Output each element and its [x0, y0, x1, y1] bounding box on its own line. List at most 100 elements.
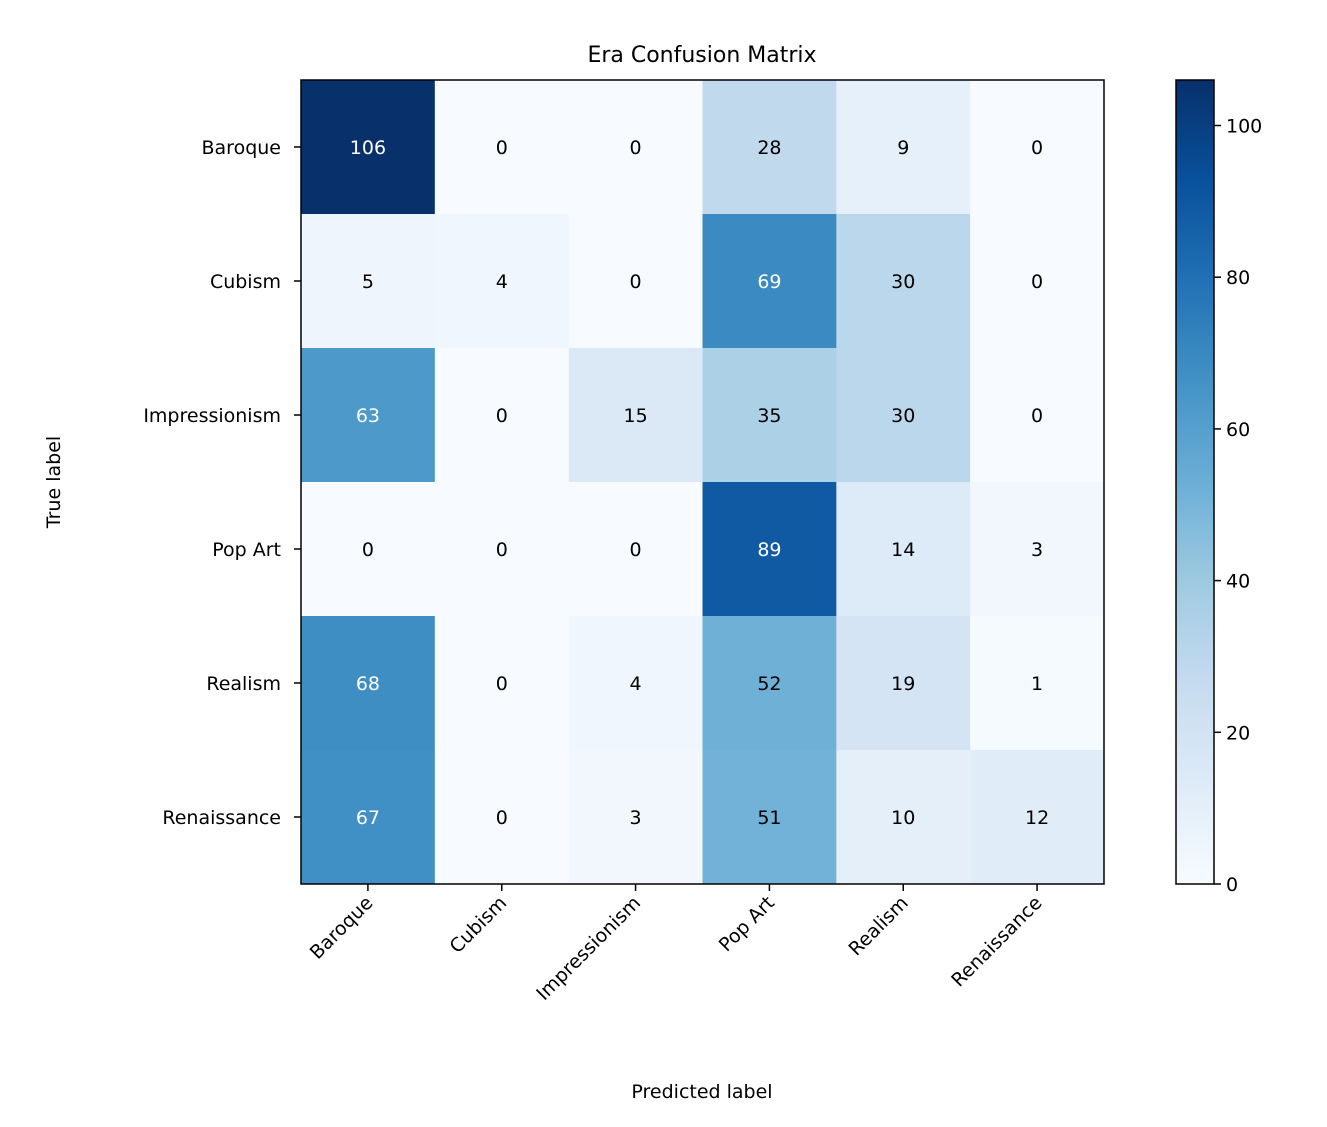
heatmap-cell	[970, 616, 1105, 751]
heatmap-cell	[434, 750, 570, 885]
heatmap-cell	[568, 616, 703, 751]
y-axis-ticks: Baroque Cubism Impressionism Pop Art Realism…	[143, 137, 301, 829]
y-tick-label: Realism	[206, 673, 281, 695]
heatmap-cell	[568, 482, 703, 617]
colorbar-tick-label: 20	[1226, 722, 1250, 744]
heatmap-cell	[568, 348, 703, 483]
x-tick-label: Renaissance	[947, 892, 1046, 991]
plot-frame	[300, 79, 1105, 885]
heatmap-cell	[970, 80, 1105, 215]
heatmap-cell	[702, 482, 837, 617]
heatmap-cell	[301, 214, 436, 349]
cell-value-label: 3	[1031, 539, 1043, 561]
cell-value-label: 4	[496, 271, 508, 293]
heatmap-cell	[836, 348, 971, 483]
cell-value-label: 4	[630, 673, 642, 695]
heatmap-cell	[301, 348, 436, 483]
x-tick-label: Cubism	[445, 892, 511, 958]
y-tick-label: Baroque	[202, 137, 282, 159]
colorbar-tick-label: 0	[1226, 874, 1238, 896]
heatmap-cell	[836, 482, 971, 617]
cell-value-label: 0	[496, 807, 508, 829]
heatmap-cell	[970, 214, 1105, 349]
heatmap-cell	[301, 750, 436, 885]
heatmap-cell	[568, 750, 703, 885]
colorbar-tick-label: 40	[1226, 571, 1250, 593]
heatmap-cell	[702, 750, 837, 885]
colorbar-gradient	[1175, 79, 1215, 885]
cell-value-label: 67	[356, 807, 380, 829]
cell-value-label: 0	[496, 539, 508, 561]
chart-title: Era Confusion Matrix	[587, 43, 816, 68]
cell-value-label: 0	[630, 539, 642, 561]
heatmap-cell	[836, 616, 971, 751]
colorbar-tick-label: 80	[1226, 267, 1250, 289]
heatmap-cell	[301, 80, 436, 215]
cell-value-label: 35	[757, 405, 781, 427]
cell-value-label: 0	[496, 405, 508, 427]
y-axis-label: True label	[43, 436, 65, 529]
cell-value-label: 52	[757, 673, 781, 695]
heatmap-cell	[301, 482, 436, 617]
y-tick-label: Pop Art	[212, 539, 281, 561]
heatmap-cell	[702, 348, 837, 483]
colorbar-ticks: 0 20 40 60 80 100	[1214, 116, 1262, 896]
colorbar-tick-label: 100	[1226, 116, 1262, 138]
y-tick-label: Impressionism	[143, 405, 281, 427]
cell-value-label: 15	[623, 405, 647, 427]
cell-value-label: 30	[891, 405, 915, 427]
x-tick-label: Baroque	[306, 892, 378, 964]
x-axis-label: Predicted label	[631, 1081, 772, 1103]
cell-value-label: 63	[356, 405, 380, 427]
cell-value-label: 51	[757, 807, 781, 829]
x-tick-label: Pop Art	[715, 892, 779, 956]
cell-value-label: 28	[757, 137, 781, 159]
heatmap-cell	[434, 616, 570, 751]
cell-value-label: 106	[350, 137, 386, 159]
x-axis-ticks: Baroque Cubism Impressionism Pop Art Realism…	[306, 884, 1047, 1005]
cell-value-label: 69	[757, 271, 781, 293]
cell-value-label: 0	[1031, 137, 1043, 159]
heatmap-cell	[568, 214, 703, 349]
colorbar-tick-label: 60	[1226, 419, 1250, 441]
x-tick-label: Impressionism	[532, 892, 645, 1005]
cell-value-label: 1	[1031, 673, 1043, 695]
heatmap-cell	[434, 348, 570, 483]
cell-value-label: 0	[630, 271, 642, 293]
cell-value-label: 0	[496, 673, 508, 695]
cell-value-label: 12	[1025, 807, 1049, 829]
heatmap-cell	[702, 80, 837, 215]
cell-value-label: 3	[630, 807, 642, 829]
y-tick-label: Renaissance	[162, 807, 281, 829]
heatmap-cell	[301, 616, 436, 751]
heatmap-cell	[970, 750, 1105, 885]
heatmap-cell	[434, 214, 570, 349]
heatmap-cell	[434, 482, 570, 617]
cell-value-label: 0	[496, 137, 508, 159]
heatmap-cell	[702, 214, 837, 349]
heatmap-cell	[970, 348, 1105, 483]
cell-value-label: 10	[891, 807, 915, 829]
cell-value-label: 9	[897, 137, 909, 159]
cell-value-label: 0	[1031, 271, 1043, 293]
cell-value-label: 68	[356, 673, 380, 695]
y-tick-label: Cubism	[210, 271, 281, 293]
colorbar: 0 20 40 60 80 100	[1175, 79, 1262, 896]
heatmap-cell	[568, 80, 703, 215]
cell-value-label: 0	[1031, 405, 1043, 427]
heatmap-cell	[836, 750, 971, 885]
heatmap-cell	[836, 214, 971, 349]
cell-value-label: 19	[891, 673, 915, 695]
cell-value-label: 89	[757, 539, 781, 561]
cell-value-label: 30	[891, 271, 915, 293]
heatmap-cell	[702, 616, 837, 751]
heatmap-cell	[970, 482, 1105, 617]
cell-value-label: 5	[362, 271, 374, 293]
heatmap-cell	[434, 80, 570, 215]
heatmap-cell-labels: 106 0 0 28 9 05 4 0 69 30 063 0 15 35 30 00 0 0 89 14 368 0 4 5…	[350, 137, 1049, 829]
heatmap-cell	[836, 80, 971, 215]
cell-value-label: 0	[362, 539, 374, 561]
heatmap-cells	[301, 80, 1105, 885]
cell-value-label: 0	[630, 137, 642, 159]
